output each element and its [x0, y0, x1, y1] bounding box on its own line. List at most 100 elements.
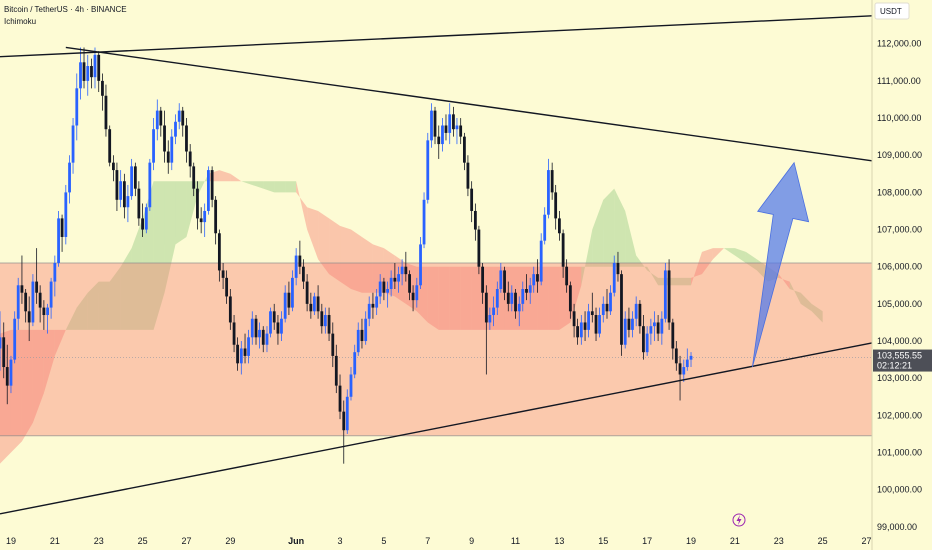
- candle-body: [426, 140, 430, 200]
- candle-body: [250, 318, 254, 338]
- candle-body: [5, 367, 9, 386]
- candle-body: [430, 110, 433, 141]
- cloud-segment: [87, 281, 99, 330]
- candle-body: [590, 311, 594, 316]
- time-tick-label: 7: [425, 536, 430, 546]
- candle-body: [364, 318, 368, 342]
- candle-body: [484, 292, 488, 323]
- cloud-segment: [449, 266, 461, 330]
- indicator-name[interactable]: Ichimoku: [4, 17, 37, 26]
- cloud-segment: [164, 181, 176, 293]
- candle-body: [75, 88, 79, 126]
- time-tick-label: 19: [6, 536, 16, 546]
- candle-body: [199, 218, 203, 223]
- candle-body: [137, 188, 141, 219]
- trendlines[interactable]: [0, 15, 873, 515]
- candle-body: [463, 136, 466, 163]
- candle-body: [280, 318, 283, 334]
- candle-body: [192, 166, 196, 189]
- candle-body: [488, 315, 492, 323]
- cloud-segment: [745, 251, 757, 271]
- candle-body: [316, 296, 320, 312]
- price-axis[interactable]: USDT 99,000.00 100,000.00 101,000.00 102,00…: [871, 0, 932, 550]
- candle-body: [217, 233, 221, 271]
- candle-body: [144, 207, 148, 230]
- candle-body: [422, 199, 426, 245]
- candle-body: [353, 352, 357, 375]
- candle-body: [660, 318, 664, 334]
- cloud-segment: [10, 329, 22, 453]
- candle-body: [331, 333, 335, 356]
- price-tick-label: 99,000.00: [877, 522, 917, 532]
- candle-body: [627, 318, 631, 330]
- candle-body: [305, 281, 309, 304]
- candle-body: [31, 281, 35, 323]
- candle-body: [210, 170, 214, 200]
- cloud-segment: [614, 188, 626, 267]
- cloud-segment: [537, 266, 549, 330]
- time-tick-label: 19: [686, 536, 696, 546]
- candle-body: [64, 192, 68, 237]
- time-tick-label: 23: [94, 536, 104, 546]
- currency-badge[interactable]: [874, 2, 910, 20]
- upper-channel-line[interactable]: [0, 15, 873, 58]
- candle-body: [276, 322, 280, 334]
- cloud-segment: [811, 303, 823, 323]
- time-tick-label: 23: [774, 536, 784, 546]
- candle-body: [554, 192, 558, 219]
- time-tick-label: 25: [138, 536, 148, 546]
- cloud-segment: [186, 181, 198, 237]
- cloud-segment: [241, 181, 253, 185]
- candle-body: [0, 337, 2, 349]
- candle-body: [298, 255, 302, 267]
- support-zone: [0, 262, 872, 437]
- candle-body: [323, 315, 327, 327]
- cloud-segment: [372, 244, 384, 293]
- candle-body: [57, 218, 60, 263]
- candle-body: [71, 125, 75, 163]
- symbol-title[interactable]: Bitcoin / TetherUS · 4h · BINANCE: [4, 5, 127, 14]
- candle-body: [638, 303, 642, 327]
- candle-body: [247, 337, 250, 356]
- time-tick-label: 27: [862, 536, 872, 546]
- cloud-segment: [175, 181, 187, 245]
- candle-body: [181, 110, 185, 126]
- candle-body: [689, 355, 693, 360]
- projection-arrow-shape[interactable]: [752, 161, 810, 368]
- cloud-segment: [43, 329, 55, 394]
- candle-body: [631, 318, 634, 330]
- time-axis[interactable]: 19 21 23 25 27 29 Jun 3 5 7 9 11 13 15 17 19 21 23 25 27: [6, 536, 872, 546]
- candle-body: [207, 170, 210, 211]
- cloud-segment: [712, 248, 724, 260]
- candle-body: [642, 326, 645, 353]
- candle-body: [104, 95, 108, 130]
- candle-body: [13, 318, 17, 360]
- candle-body: [678, 363, 682, 375]
- cloud-segment: [329, 218, 341, 282]
- cloud-segment: [361, 236, 373, 293]
- price-tick-label: 112,000.00: [877, 39, 921, 49]
- candle-body: [38, 292, 42, 308]
- candle-body: [119, 181, 123, 200]
- candle-body: [133, 166, 137, 189]
- candle-body: [528, 285, 532, 293]
- cloud-segment: [603, 188, 615, 267]
- candle-body: [408, 274, 411, 293]
- candle-body: [35, 281, 39, 293]
- candle-body: [86, 66, 90, 81]
- candle-body: [152, 129, 155, 163]
- candle-body: [130, 166, 134, 197]
- candle-body: [327, 315, 331, 334]
- cloud-segment: [109, 266, 121, 330]
- descending-resistance[interactable]: [65, 46, 873, 162]
- candle-body: [444, 125, 448, 133]
- cloud-segment: [427, 266, 439, 330]
- candle-body: [455, 125, 459, 130]
- candle-body: [477, 229, 481, 267]
- candle-body: [342, 411, 346, 431]
- ascending-support[interactable]: [0, 342, 873, 515]
- projection-arrow[interactable]: [752, 161, 810, 368]
- candle-body: [623, 318, 627, 345]
- bolt-icon[interactable]: [732, 513, 746, 527]
